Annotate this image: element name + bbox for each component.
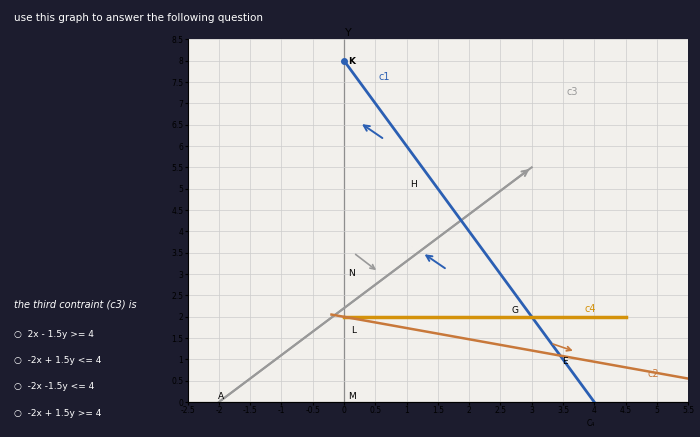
Text: use this graph to answer the following question: use this graph to answer the following q… xyxy=(14,13,263,23)
Text: C₄: C₄ xyxy=(587,419,595,427)
Text: c4: c4 xyxy=(585,304,596,314)
Text: G: G xyxy=(512,306,519,315)
Text: A: A xyxy=(218,392,224,401)
Text: the third contraint (c3) is: the third contraint (c3) is xyxy=(14,299,136,309)
Text: E: E xyxy=(561,357,567,367)
Text: Y: Y xyxy=(345,28,352,38)
Text: c1: c1 xyxy=(379,72,390,82)
Text: N: N xyxy=(348,269,354,278)
Text: ○  -2x + 1.5y >= 4: ○ -2x + 1.5y >= 4 xyxy=(14,409,101,418)
Text: c3: c3 xyxy=(566,87,578,97)
Text: c2: c2 xyxy=(648,369,659,379)
Text: M: M xyxy=(348,392,356,401)
Text: ○  2x - 1.5y >= 4: ○ 2x - 1.5y >= 4 xyxy=(14,330,94,339)
Text: K: K xyxy=(348,57,355,66)
Text: H: H xyxy=(410,180,416,188)
Text: ○  -2x -1.5y <= 4: ○ -2x -1.5y <= 4 xyxy=(14,382,94,392)
Text: ○  -2x + 1.5y <= 4: ○ -2x + 1.5y <= 4 xyxy=(14,356,101,365)
Text: L: L xyxy=(351,326,356,335)
